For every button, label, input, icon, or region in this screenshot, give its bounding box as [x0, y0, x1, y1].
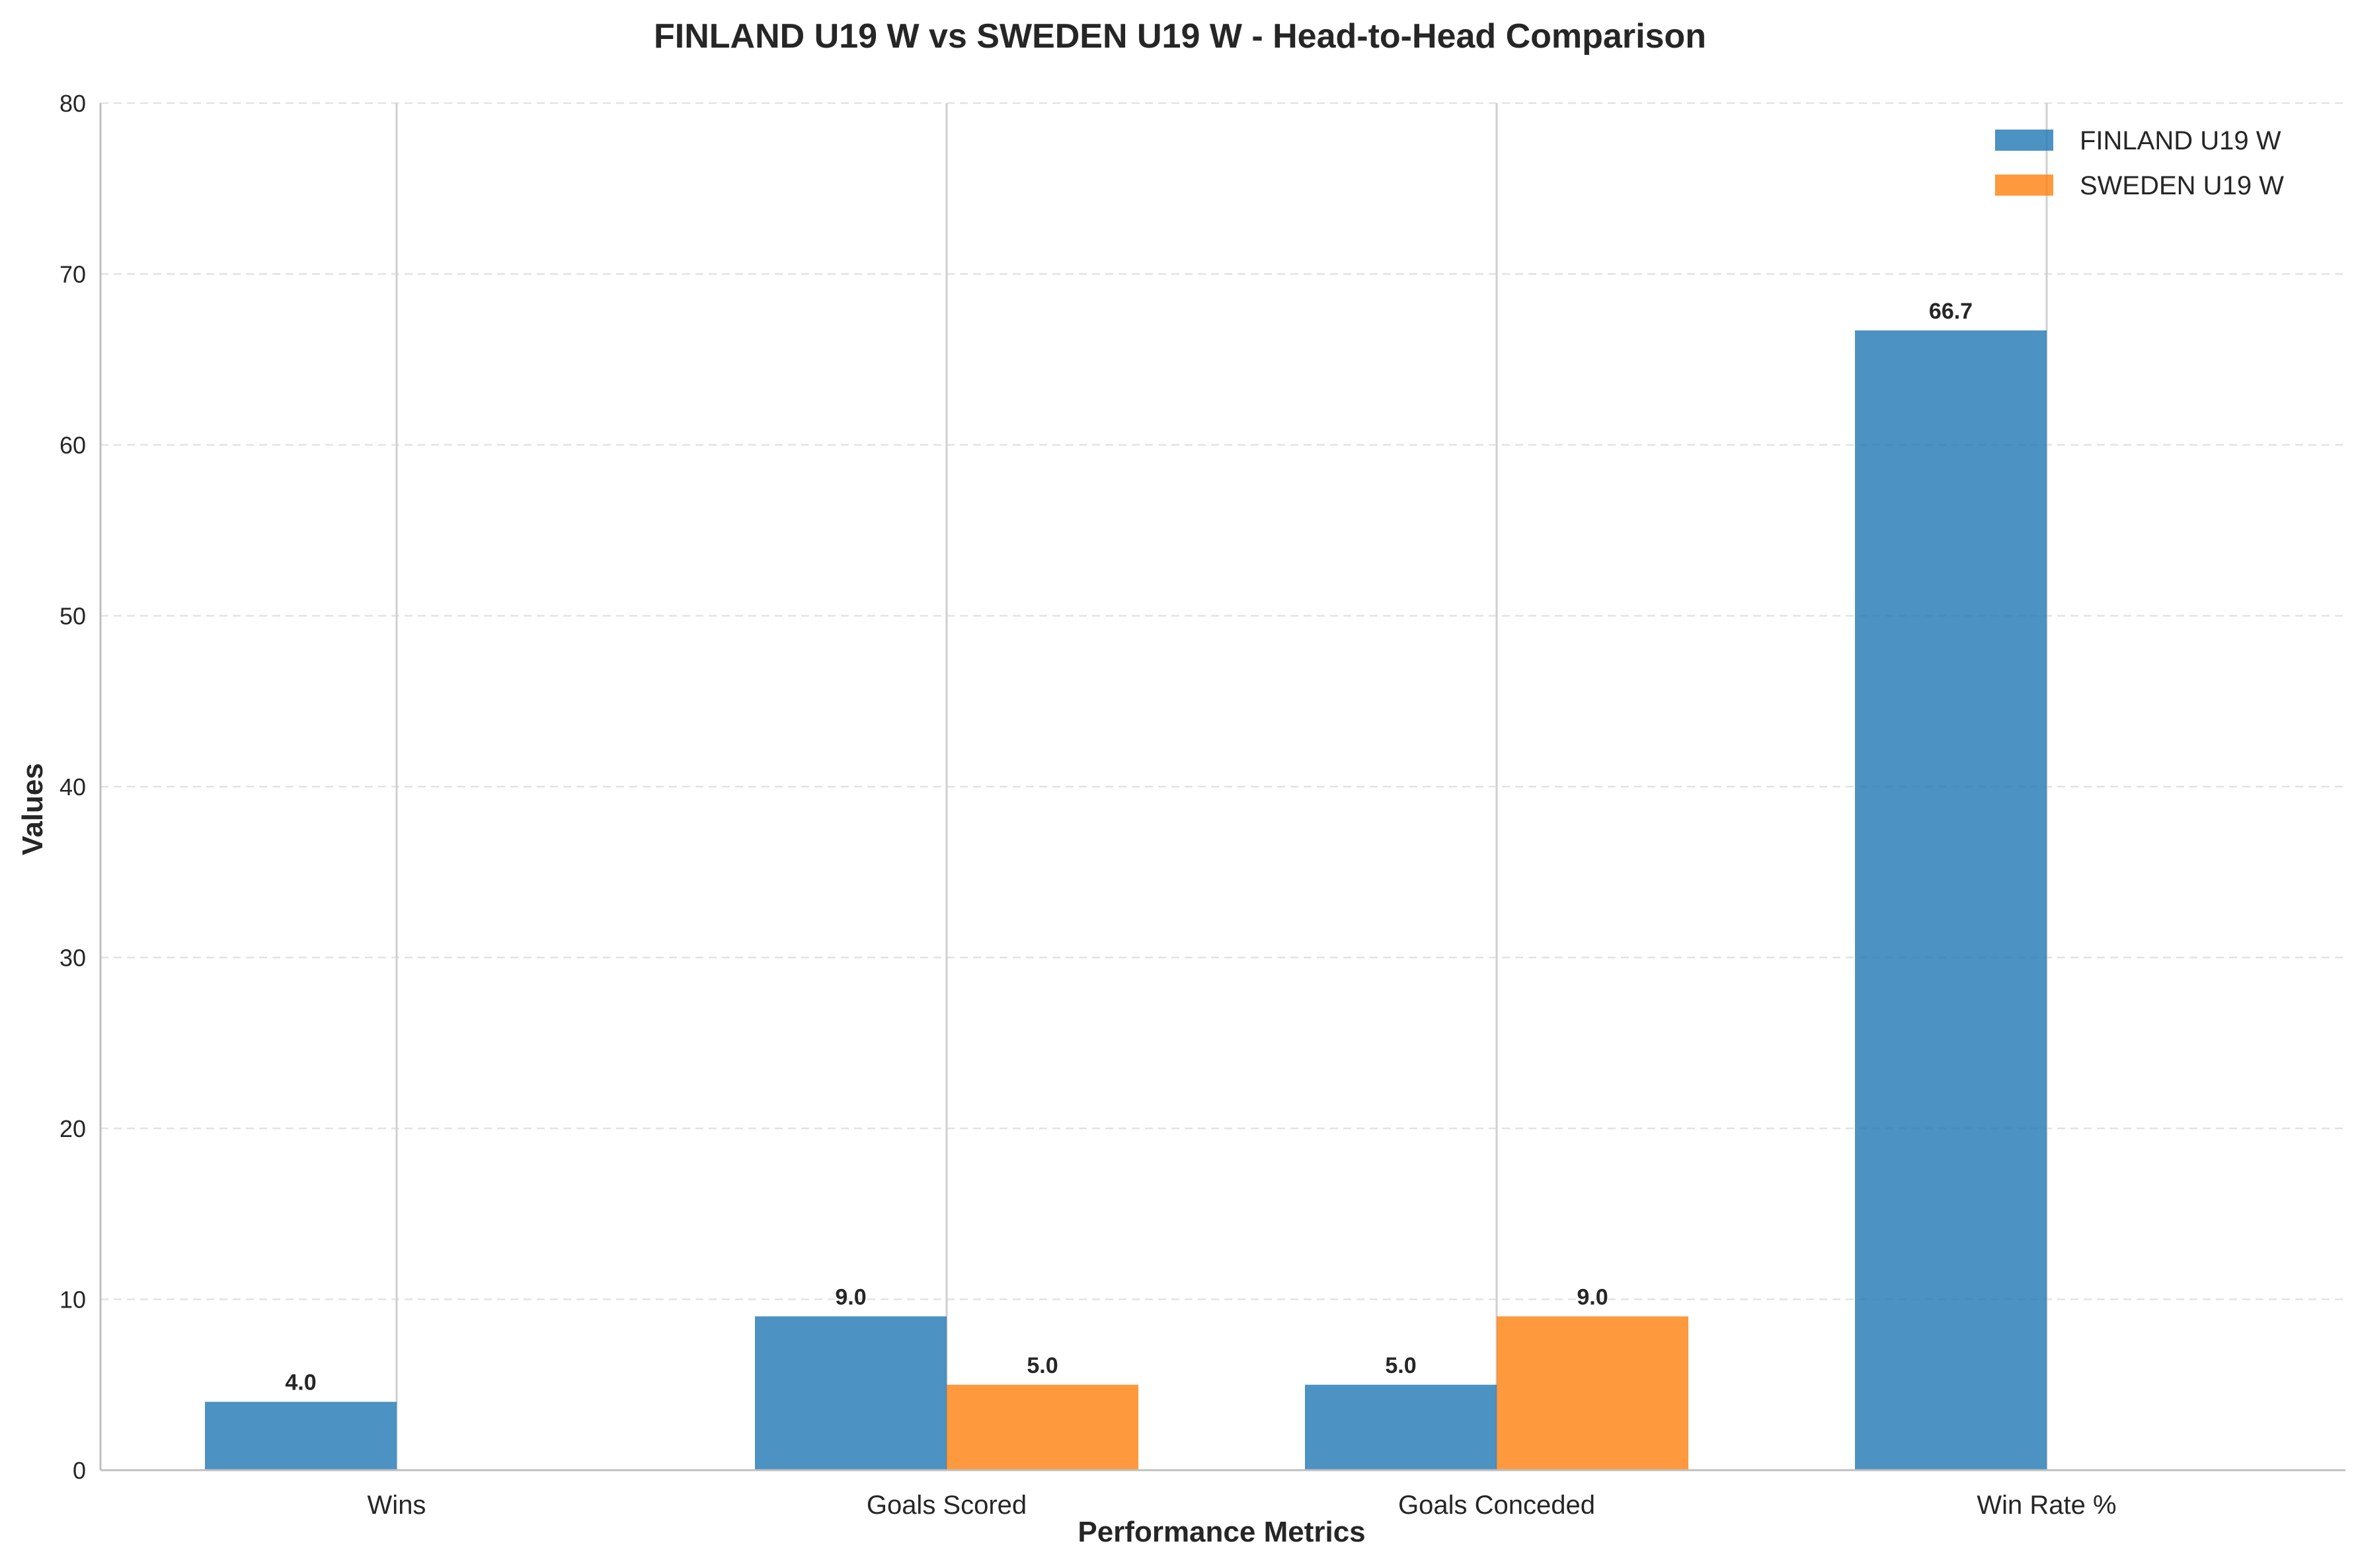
bar-finland: [1305, 1384, 1497, 1470]
x-tick-label: Goals Scored: [867, 1491, 1027, 1520]
y-tick-label: 40: [59, 773, 86, 801]
y-tick-label: 30: [59, 945, 86, 972]
data-labels: 4.0 9.0 5.0 66.7 5.0 9.0: [285, 299, 1973, 1395]
legend-swatch-sweden: [1995, 175, 2053, 196]
y-tick-label: 10: [59, 1286, 86, 1313]
y-tick-labels: 0 10 20 30 40 50 60 70 80: [59, 90, 86, 1484]
axes-layer: [99, 103, 2345, 1471]
legend-label-sweden: SWEDEN U19 W: [2080, 171, 2284, 200]
data-label-finland: 9.0: [835, 1284, 866, 1310]
y-tick-label: 60: [59, 432, 86, 459]
legend-swatch-finland: [1995, 130, 2053, 151]
y-tick-label: 70: [59, 261, 86, 288]
data-label-finland: 4.0: [285, 1370, 316, 1395]
bar-finland: [205, 1401, 397, 1470]
data-label-finland: 5.0: [1385, 1353, 1416, 1378]
y-tick-label: 80: [59, 90, 86, 117]
legend-label-finland: FINLAND U19 W: [2080, 126, 2281, 155]
y-axis-title: Values: [17, 763, 49, 855]
y-tick-label: 50: [59, 603, 86, 630]
data-label-sweden: 5.0: [1027, 1353, 1058, 1378]
chart-title: FINLAND U19 W vs SWEDEN U19 W - Head-to-…: [654, 17, 1706, 56]
y-tick-label: 20: [59, 1115, 86, 1142]
x-tick-label: Win Rate %: [1977, 1491, 2116, 1520]
bar-sweden: [947, 1384, 1138, 1470]
bars-layer: [205, 330, 2047, 1471]
data-label-finland: 66.7: [1929, 299, 1973, 324]
data-label-sweden: 9.0: [1577, 1284, 1608, 1310]
x-tick-label: Goals Conceded: [1398, 1491, 1595, 1520]
bar-finland: [1855, 330, 2047, 1471]
bar-finland: [755, 1316, 947, 1470]
x-tick-label: Wins: [368, 1491, 426, 1520]
x-tick-labels: Wins Goals Scored Goals Conceded Win Rate %: [368, 1491, 2117, 1520]
y-tick-label: 0: [73, 1457, 86, 1484]
bar-sweden: [1497, 1316, 1688, 1470]
x-axis-title: Performance Metrics: [1078, 1516, 1365, 1548]
legend: FINLAND U19 W SWEDEN U19 W: [1995, 126, 2284, 200]
